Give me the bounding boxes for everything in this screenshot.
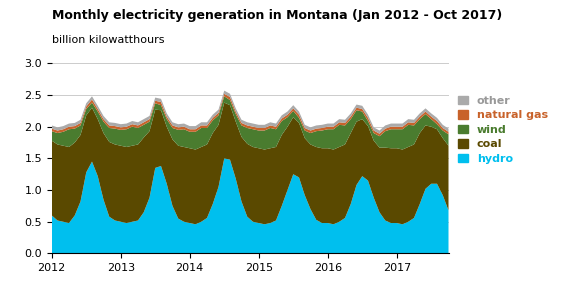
Text: Monthly electricity generation in Montana (Jan 2012 - Oct 2017): Monthly electricity generation in Montan… bbox=[52, 9, 502, 22]
Text: billion kilowatthours: billion kilowatthours bbox=[52, 35, 164, 45]
Legend: other, natural gas, wind, coal, hydro: other, natural gas, wind, coal, hydro bbox=[458, 96, 548, 164]
